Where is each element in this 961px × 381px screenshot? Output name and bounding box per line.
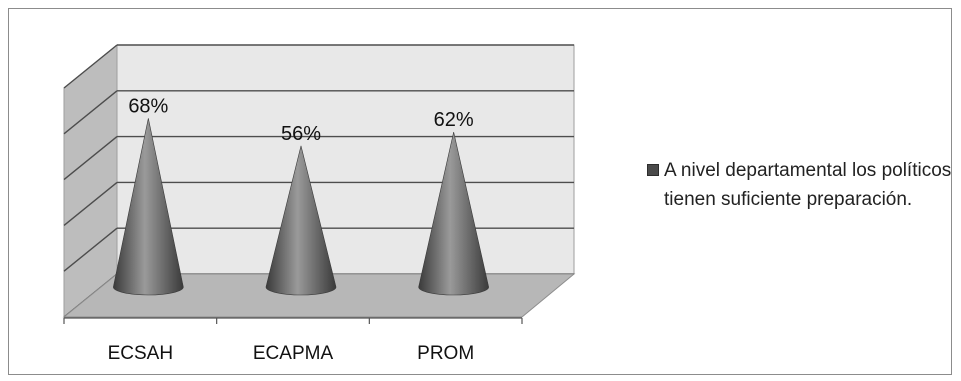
cone-ecapma — [265, 145, 337, 296]
category-label-prom: PROM — [417, 343, 474, 364]
data-label-prom: 62% — [434, 109, 474, 131]
gridline-side — [63, 181, 118, 226]
data-label-ecapma: 56% — [281, 123, 321, 145]
gridline-side — [63, 44, 118, 89]
back-wall — [116, 44, 575, 275]
gridline-side — [63, 227, 118, 272]
category-label-ecapma: ECAPMA — [253, 343, 334, 364]
side-wall — [63, 43, 118, 319]
cone-prom — [418, 131, 489, 296]
cone-marks: 68% 56% 62% — [113, 95, 489, 296]
x-axis: ECSAH ECAPMA PROM — [63, 317, 523, 364]
category-label-ecsah: ECSAH — [108, 343, 173, 364]
legend-label: A nivel departamental los políticos tien… — [664, 160, 952, 210]
gridline-side — [63, 90, 118, 135]
gridline-side — [63, 136, 118, 181]
cone-ecsah — [113, 118, 184, 296]
data-label-ecsah: 68% — [128, 95, 168, 117]
chart-frame: 68% 56% 62% ECSAH ECAPMA PROM A nivel depart… — [8, 8, 952, 375]
legend-swatch — [647, 164, 659, 176]
chart-walls — [63, 43, 575, 319]
y-gridlines — [63, 44, 574, 318]
chart-plot: 68% 56% 62% ECSAH ECAPMA PROM — [62, 43, 576, 364]
